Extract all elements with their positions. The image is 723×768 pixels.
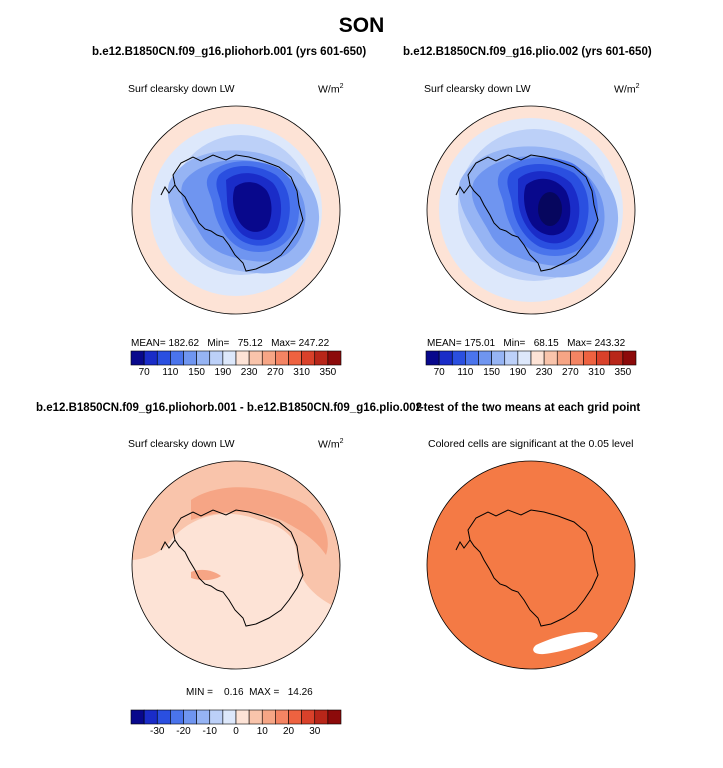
panel2-polar-map xyxy=(426,105,636,315)
colorbar-tick-label: 190 xyxy=(509,367,527,378)
panel2-colorbar xyxy=(425,350,637,366)
colorbar-box xyxy=(156,709,171,725)
colorbar-box xyxy=(530,350,545,366)
colorbar-box xyxy=(196,709,211,725)
panel1-polar-map xyxy=(131,105,341,315)
panel3-variable-label: Surf clearsky down LW xyxy=(128,438,235,450)
colorbar-box xyxy=(235,709,250,725)
colorbar-tick-label: 150 xyxy=(483,367,500,378)
colorbar-box xyxy=(491,350,506,366)
colorbar-box xyxy=(209,709,224,725)
panel4-significance-note: Colored cells are significant at the 0.0… xyxy=(428,438,634,450)
panel3-stats: MIN = 0.16 MAX = 14.26 xyxy=(186,687,313,698)
colorbar-tick-label: 0 xyxy=(233,726,239,737)
panel4-title: t-test of the two means at each grid poi… xyxy=(416,402,641,414)
colorbar-tick-label: -30 xyxy=(150,726,165,737)
panel4-polar-map xyxy=(426,460,636,670)
panel1-stats: MEAN= 182.62 Min= 75.12 Max= 247.22 xyxy=(131,338,330,349)
figure-title: SON xyxy=(338,14,385,37)
colorbar-box xyxy=(570,350,584,366)
panel1-variable-label: Surf clearsky down LW xyxy=(128,83,235,95)
colorbar-tick-label: 150 xyxy=(188,367,205,378)
colorbar-tick-label: -20 xyxy=(176,726,191,737)
colorbar-box xyxy=(261,350,276,366)
colorbar-box xyxy=(609,350,624,366)
colorbar-box xyxy=(183,709,197,725)
panel3-title: b.e12.B1850CN.f09_g16.pliohorb.001 - b.e… xyxy=(36,402,423,414)
colorbar-box xyxy=(170,350,184,366)
colorbar-tick-label: 20 xyxy=(282,726,295,737)
colorbar-box xyxy=(130,709,145,725)
colorbar-tick-label: -10 xyxy=(202,726,217,737)
panel2-title: b.e12.B1850CN.f09_g16.plio.002 (yrs 601-… xyxy=(403,46,652,58)
colorbar-tick-label: 190 xyxy=(214,367,232,378)
colorbar-box xyxy=(209,350,224,366)
colorbar-tick-label: 10 xyxy=(256,726,268,737)
colorbar-box xyxy=(248,709,263,725)
colorbar-box xyxy=(143,709,158,725)
colorbar-box xyxy=(275,709,289,725)
colorbar-tick-label: 310 xyxy=(588,367,605,378)
panel2-units: W/m2 xyxy=(614,83,640,96)
colorbar-box xyxy=(288,709,302,725)
colorbar-box xyxy=(596,350,611,366)
panel2-colorbar-labels: 70 110 150 190 230 270 310 350 xyxy=(426,367,636,381)
colorbar-box xyxy=(465,350,479,366)
colorbar-box xyxy=(288,350,302,366)
colorbar-box xyxy=(222,709,237,725)
colorbar-tick-label: 70 xyxy=(138,367,150,378)
colorbar-box xyxy=(327,350,342,366)
panel1-colorbar xyxy=(130,350,342,366)
panel3-units: W/m2 xyxy=(318,438,344,451)
colorbar-box xyxy=(143,350,158,366)
colorbar-box xyxy=(156,350,171,366)
colorbar-tick-label: 70 xyxy=(433,367,445,378)
colorbar-box xyxy=(314,350,329,366)
colorbar-box xyxy=(196,350,211,366)
colorbar-box xyxy=(327,709,342,725)
panel3-colorbar-labels: -30 -20 -10 0 10 20 30 xyxy=(131,726,341,740)
colorbar-box xyxy=(425,350,440,366)
colorbar-tick-label: 230 xyxy=(240,367,258,378)
colorbar-box xyxy=(248,350,263,366)
panel3-polar-map xyxy=(131,460,341,670)
colorbar-box xyxy=(183,350,197,366)
colorbar-box xyxy=(478,350,492,366)
colorbar-tick-label: 350 xyxy=(319,367,337,378)
colorbar-box xyxy=(275,350,289,366)
panel1-units: W/m2 xyxy=(318,83,344,96)
panel1-title: b.e12.B1850CN.f09_g16.pliohorb.001 (yrs … xyxy=(92,46,367,58)
colorbar-box xyxy=(130,350,145,366)
panel2-variable-label: Surf clearsky down LW xyxy=(424,83,531,95)
colorbar-tick-label: 350 xyxy=(614,367,632,378)
panel3-colorbar xyxy=(130,709,342,725)
colorbar-tick-label: 310 xyxy=(293,367,310,378)
colorbar-box xyxy=(222,350,237,366)
colorbar-box xyxy=(438,350,453,366)
colorbar-tick-label: 110 xyxy=(162,367,179,378)
colorbar-tick-label: 30 xyxy=(309,726,321,737)
panel2-stats: MEAN= 175.01 Min= 68.15 Max= 243.32 xyxy=(427,338,626,349)
panel1-colorbar-labels: 70 110 150 190 230 270 310 350 xyxy=(131,367,341,381)
colorbar-box xyxy=(301,709,316,725)
colorbar-tick-label: 270 xyxy=(267,367,284,378)
colorbar-box xyxy=(504,350,519,366)
colorbar-box xyxy=(170,709,184,725)
colorbar-box xyxy=(261,709,276,725)
colorbar-box xyxy=(556,350,571,366)
colorbar-box xyxy=(451,350,466,366)
colorbar-tick-label: 230 xyxy=(535,367,553,378)
colorbar-box xyxy=(301,350,316,366)
colorbar-box xyxy=(235,350,250,366)
colorbar-tick-label: 110 xyxy=(457,367,474,378)
colorbar-box xyxy=(583,350,597,366)
colorbar-box xyxy=(517,350,532,366)
colorbar-tick-label: 270 xyxy=(562,367,579,378)
colorbar-box xyxy=(314,709,329,725)
colorbar-box xyxy=(543,350,558,366)
colorbar-box xyxy=(622,350,637,366)
